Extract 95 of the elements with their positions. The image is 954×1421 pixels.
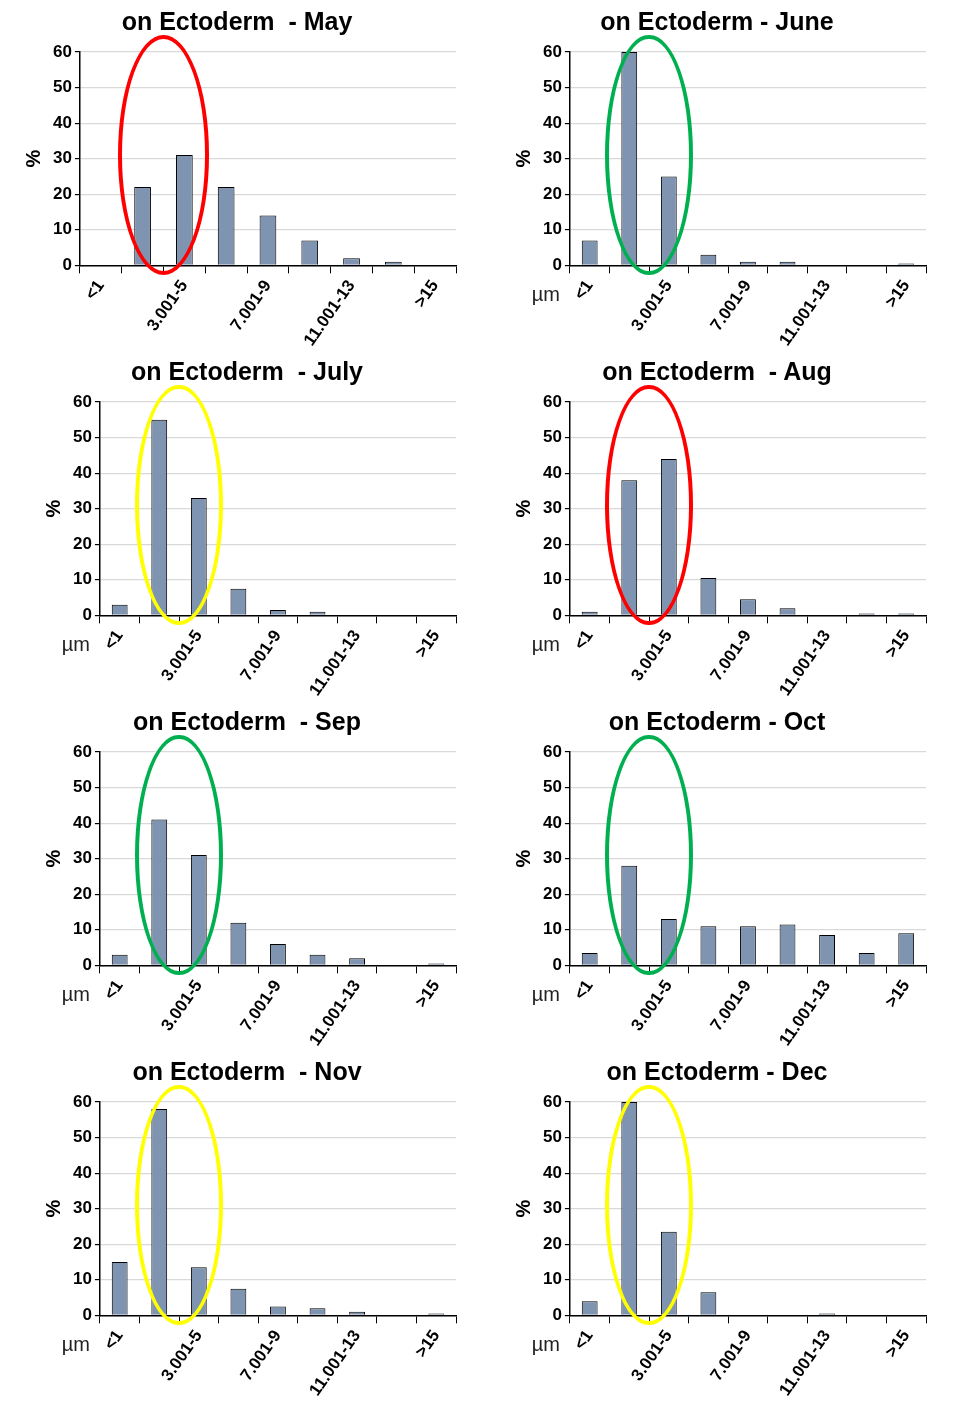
chart-title: on Ectoderm - Oct (608, 706, 827, 735)
y-tick-label: 10 (52, 219, 72, 239)
y-tick-label: 20 (52, 183, 72, 203)
y-tick-label: 0 (82, 955, 92, 975)
y-tick-label: 60 (72, 741, 92, 761)
y-tick-label: 50 (72, 777, 92, 797)
x-axis-title: µm (531, 632, 560, 655)
y-axis-title: % (41, 849, 64, 868)
y-tick-label: 40 (72, 812, 92, 832)
y-tick-label: 60 (542, 1091, 562, 1111)
x-axis-title: µm (531, 982, 560, 1005)
y-tick-label: 20 (542, 533, 562, 553)
x-tick-label: >15 (881, 626, 914, 661)
x-axis-title: µm (531, 1332, 560, 1355)
y-tick-label: 10 (72, 569, 92, 589)
y-tick-label: 10 (542, 219, 562, 239)
y-tick-label: 30 (542, 1198, 562, 1218)
y-tick-label: 50 (72, 1127, 92, 1147)
y-tick-label: 60 (52, 41, 72, 61)
y-tick-label: 10 (72, 919, 92, 939)
y-axis-title: % (511, 149, 534, 168)
y-tick-label: 40 (72, 1162, 92, 1182)
y-tick-label: 30 (542, 148, 562, 168)
x-tick-label: <1 (570, 1326, 597, 1354)
y-tick-label: 10 (542, 1269, 562, 1289)
y-tick-label: 0 (82, 605, 92, 625)
y-tick-label: 60 (542, 41, 562, 61)
x-tick-label: <1 (81, 276, 108, 304)
y-tick-label: 50 (542, 427, 562, 447)
chart-title: on Ectoderm - Aug (602, 356, 832, 385)
y-tick-label: 40 (72, 462, 92, 482)
chart-title: on Ectoderm - Dec (606, 1056, 828, 1085)
chart-title: on Ectoderm - May (121, 6, 353, 35)
x-axis-title: µm (61, 982, 90, 1005)
y-tick-label: 30 (72, 848, 92, 868)
y-tick-label: 50 (52, 77, 72, 97)
y-axis-title: % (21, 149, 44, 168)
y-tick-label: 20 (542, 1233, 562, 1253)
y-tick-label: 50 (542, 777, 562, 797)
y-tick-label: 10 (72, 1269, 92, 1289)
y-tick-label: 30 (52, 148, 72, 168)
y-tick-label: 60 (72, 1091, 92, 1111)
y-tick-label: 0 (82, 1305, 92, 1325)
y-tick-label: 30 (72, 1198, 92, 1218)
y-tick-label: 40 (542, 812, 562, 832)
y-tick-label: 50 (542, 77, 562, 97)
x-axis-title: µm (531, 282, 560, 305)
y-tick-label: 10 (542, 569, 562, 589)
y-tick-label: 0 (552, 605, 562, 625)
y-axis-title: % (511, 1199, 534, 1218)
x-tick-label: >15 (411, 976, 444, 1011)
y-tick-label: 60 (72, 391, 92, 411)
x-tick-label: <1 (570, 626, 597, 654)
y-tick-label: 20 (542, 183, 562, 203)
x-tick-label: <1 (100, 1326, 127, 1354)
chart-title: on Ectoderm - July (131, 356, 364, 385)
y-tick-label: 20 (72, 533, 92, 553)
y-tick-label: 50 (542, 1127, 562, 1147)
y-tick-label: 40 (542, 462, 562, 482)
y-tick-label: 20 (72, 1233, 92, 1253)
y-tick-label: 10 (542, 919, 562, 939)
x-tick-label: >15 (881, 276, 914, 311)
y-tick-label: 0 (552, 955, 562, 975)
y-tick-label: 40 (52, 112, 72, 132)
x-tick-label: <1 (100, 626, 127, 654)
y-axis-title: % (41, 499, 64, 518)
y-tick-label: 30 (542, 848, 562, 868)
y-tick-label: 20 (542, 883, 562, 903)
y-tick-label: 60 (542, 391, 562, 411)
x-tick-label: >15 (881, 976, 914, 1011)
y-tick-label: 0 (552, 255, 562, 275)
y-tick-label: 40 (542, 1162, 562, 1182)
y-axis-title: % (511, 849, 534, 868)
x-tick-label: >15 (881, 1326, 914, 1361)
x-tick-label: >15 (410, 276, 443, 311)
y-tick-label: 50 (72, 427, 92, 447)
y-axis-title: % (511, 499, 534, 518)
x-axis-title: µm (61, 632, 90, 655)
chart-title: on Ectoderm - Sep (133, 706, 361, 735)
y-tick-label: 20 (72, 883, 92, 903)
x-tick-label: >15 (411, 1326, 444, 1361)
y-tick-label: 0 (62, 255, 72, 275)
x-tick-label: >15 (411, 626, 444, 661)
y-tick-label: 30 (72, 498, 92, 518)
y-axis-title: % (41, 1199, 64, 1218)
chart-title: on Ectoderm - June (600, 6, 834, 35)
x-tick-label: <1 (570, 276, 597, 304)
x-axis-title: µm (61, 1332, 90, 1355)
x-tick-label: <1 (570, 976, 597, 1004)
y-tick-label: 30 (542, 498, 562, 518)
y-tick-label: 40 (542, 112, 562, 132)
y-tick-label: 60 (542, 741, 562, 761)
x-tick-label: <1 (100, 976, 127, 1004)
y-tick-label: 0 (552, 1305, 562, 1325)
chart-title: on Ectoderm - Nov (132, 1056, 362, 1085)
